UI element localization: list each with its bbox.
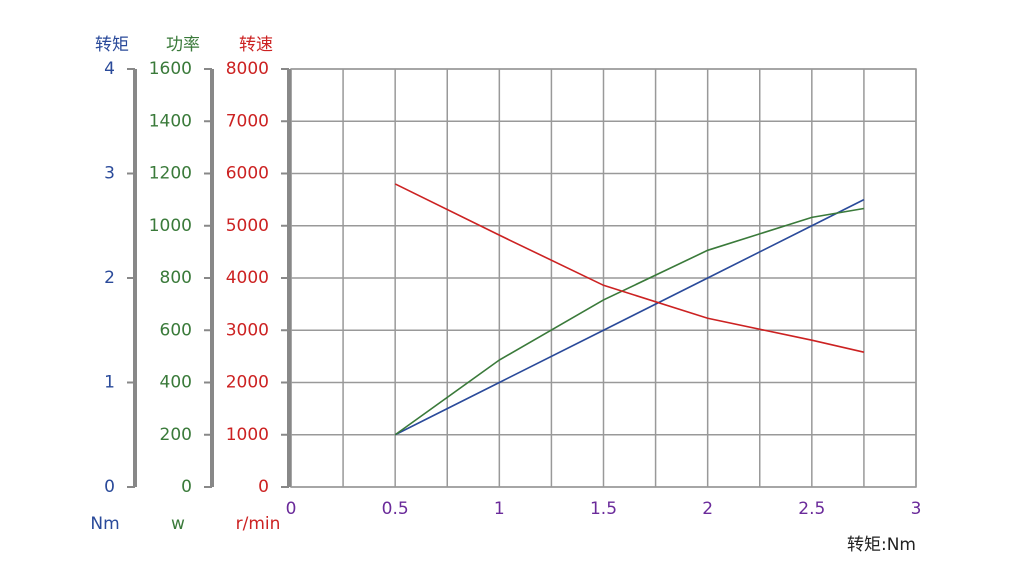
y-tick-label: 1400 [149, 111, 192, 131]
x-tick-label: 1 [494, 499, 505, 519]
y-tick-label: 0 [181, 477, 192, 497]
y-tick-label: 0 [258, 477, 269, 497]
x-tick-label: 3 [911, 499, 922, 519]
y-axis-unit: Nm [90, 514, 119, 534]
y-tick-label: 3 [104, 164, 115, 184]
y-axis-unit: r/min [236, 514, 281, 534]
y-tick-label: 7000 [226, 111, 269, 131]
y-axis-title: 转速 [239, 35, 273, 55]
y-tick-label: 1600 [149, 59, 192, 79]
y-tick-label: 4 [104, 59, 115, 79]
y-tick-label: 5000 [226, 216, 269, 236]
y-axis-title: 转矩 [95, 35, 129, 55]
y-tick-label: 600 [160, 320, 192, 340]
y-axis-title: 功率 [166, 35, 200, 55]
y-tick-label: 800 [160, 268, 192, 288]
x-tick-label: 1.5 [590, 499, 617, 519]
data-line [394, 198, 865, 436]
x-tick-label: 0.5 [382, 499, 409, 519]
data-line [394, 183, 865, 353]
y-tick-label: 4000 [226, 268, 269, 288]
y-tick-label: 1000 [149, 216, 192, 236]
y-tick-label: 2000 [226, 373, 269, 393]
y-tick-label: 0 [104, 477, 115, 497]
x-tick-label: 2.5 [798, 499, 825, 519]
y-tick-label: 1 [104, 373, 115, 393]
y-axis-unit: w [171, 514, 185, 534]
y-tick-label: 6000 [226, 164, 269, 184]
y-tick-label: 1200 [149, 164, 192, 184]
x-axis-title: 转矩:Nm [847, 535, 916, 555]
y-tick-label: 200 [160, 425, 192, 445]
y-tick-label: 1000 [226, 425, 269, 445]
y-tick-label: 2 [104, 268, 115, 288]
y-tick-label: 3000 [226, 320, 269, 340]
x-tick-label: 0 [286, 499, 297, 519]
x-tick-label: 2 [702, 499, 713, 519]
y-tick-label: 8000 [226, 59, 269, 79]
data-line [394, 207, 865, 436]
y-tick-label: 400 [160, 373, 192, 393]
